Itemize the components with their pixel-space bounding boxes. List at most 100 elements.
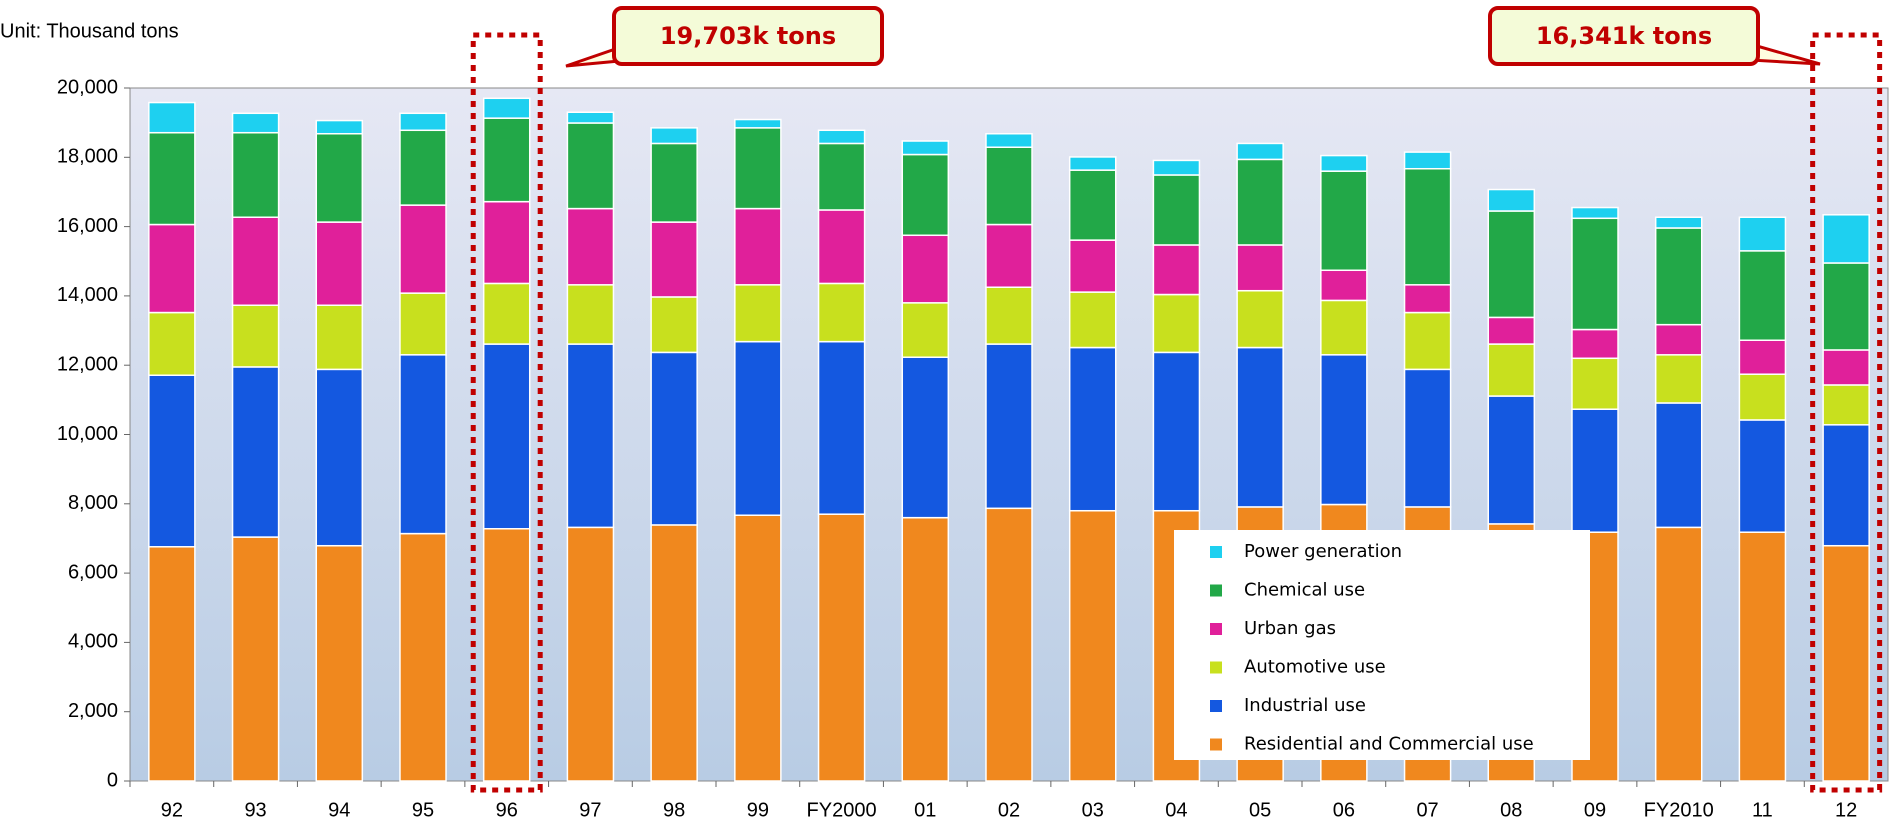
bar-segment [901,516,950,782]
x-tick-label: 02 [998,799,1020,821]
legend-label: Industrial use [1244,695,1366,716]
bar-segment [231,304,280,368]
x-tick-label: 06 [1333,799,1355,821]
bar-segment [1571,328,1619,360]
bar-segment [1822,262,1870,351]
bar-segment [817,209,866,285]
bar-segment [817,513,866,782]
bar-segment [1152,244,1201,296]
x-tick-label: 05 [1249,799,1271,821]
y-tick-label: 16,000 [57,215,118,237]
legend-label: Urban gas [1244,618,1336,639]
bar-segment [482,200,531,285]
callout-text: 16,341k tons [1536,22,1712,50]
bar-segment [1320,299,1368,356]
bar-segment [1822,214,1870,264]
bar-segment [148,223,196,314]
bar-segment [1236,346,1284,508]
legend [1174,530,1590,760]
y-tick-label: 12,000 [57,353,118,375]
bar-segment [1738,250,1787,342]
bar-segment [482,343,531,530]
bar-segment [1068,291,1117,349]
legend-swatch [1210,584,1222,597]
bar-segment [566,122,615,210]
bar-segment [1738,373,1787,421]
bar-segment [1571,408,1619,533]
y-tick-label: 4,000 [68,631,118,653]
x-tick-label: 04 [1165,799,1187,821]
bar-segment [148,101,196,134]
x-tick-label: 98 [663,799,685,821]
callout: 19,703k tons [565,6,884,68]
bar-segment [1487,210,1536,319]
bar-segment [399,204,447,294]
bar-segment [148,374,196,548]
highlight-box [1810,32,1883,793]
bar-segment [1487,343,1536,397]
bar-segment [985,343,1033,510]
x-tick-label: FY2000 [807,799,877,821]
bar-segment [1654,323,1703,356]
bar-segment [1236,158,1284,246]
bar-segment [1487,188,1536,212]
legend-swatch [1210,546,1222,558]
bar-segment [650,351,698,526]
bar-segment [901,140,950,156]
bar-segment [566,343,615,529]
x-tick-label: 93 [244,799,266,821]
bar-segment [1403,368,1452,508]
bar-segment [1487,316,1536,345]
bar-segment [1152,293,1201,354]
legend-swatch [1210,623,1222,635]
legend-swatch [1210,661,1222,674]
bar-segment [482,527,531,782]
bar-segment [399,112,447,132]
legend-label: Chemical use [1244,580,1365,601]
callout: 16,341k tons [1488,6,1821,66]
bar-segment [1320,269,1368,302]
bar-segment [399,354,447,535]
bar-segment [148,311,196,376]
bar-segment [315,132,364,223]
bar-segment [1571,206,1619,220]
bar-segment [1152,174,1201,246]
x-tick-label: 08 [1500,799,1522,821]
unit-label: Unit: Thousand tons [0,20,179,42]
bar-segment [985,286,1033,345]
bar-segment [566,284,615,345]
legend-swatch [1210,738,1222,751]
y-tick-label: 20,000 [57,76,118,98]
bar-segment [817,282,866,343]
y-tick-label: 8,000 [68,492,118,514]
bar-segment [1320,154,1368,172]
bar-segment [1822,424,1870,547]
bar-segment [1738,339,1787,375]
bar-segment [1236,142,1284,161]
x-tick-label: 97 [579,799,601,821]
bar-segment [650,142,698,223]
bar-segment [399,129,447,206]
bar-segment [399,292,447,356]
bar-segment [315,544,364,782]
bar-segment [148,131,196,226]
bar-segment [985,132,1033,149]
callout-text: 19,703k tons [660,22,836,50]
x-tick-label: 92 [161,799,183,821]
x-tick-label: 95 [412,799,434,821]
bar-segment [1571,357,1619,410]
bar-segment [482,97,531,119]
bar-segment [1068,239,1117,293]
bar-segment [231,366,280,538]
bar-segment [1738,216,1787,252]
bar-segment [650,524,698,782]
bar-segment [817,129,866,145]
bar-segment [1654,354,1703,404]
bar-segment [817,142,866,211]
bar-segment [901,234,950,304]
bar-segment [482,282,531,345]
highlight-box [470,32,543,793]
bar-segment [901,356,950,519]
x-tick-label: 96 [496,799,518,821]
y-tick-label: 14,000 [57,284,118,306]
